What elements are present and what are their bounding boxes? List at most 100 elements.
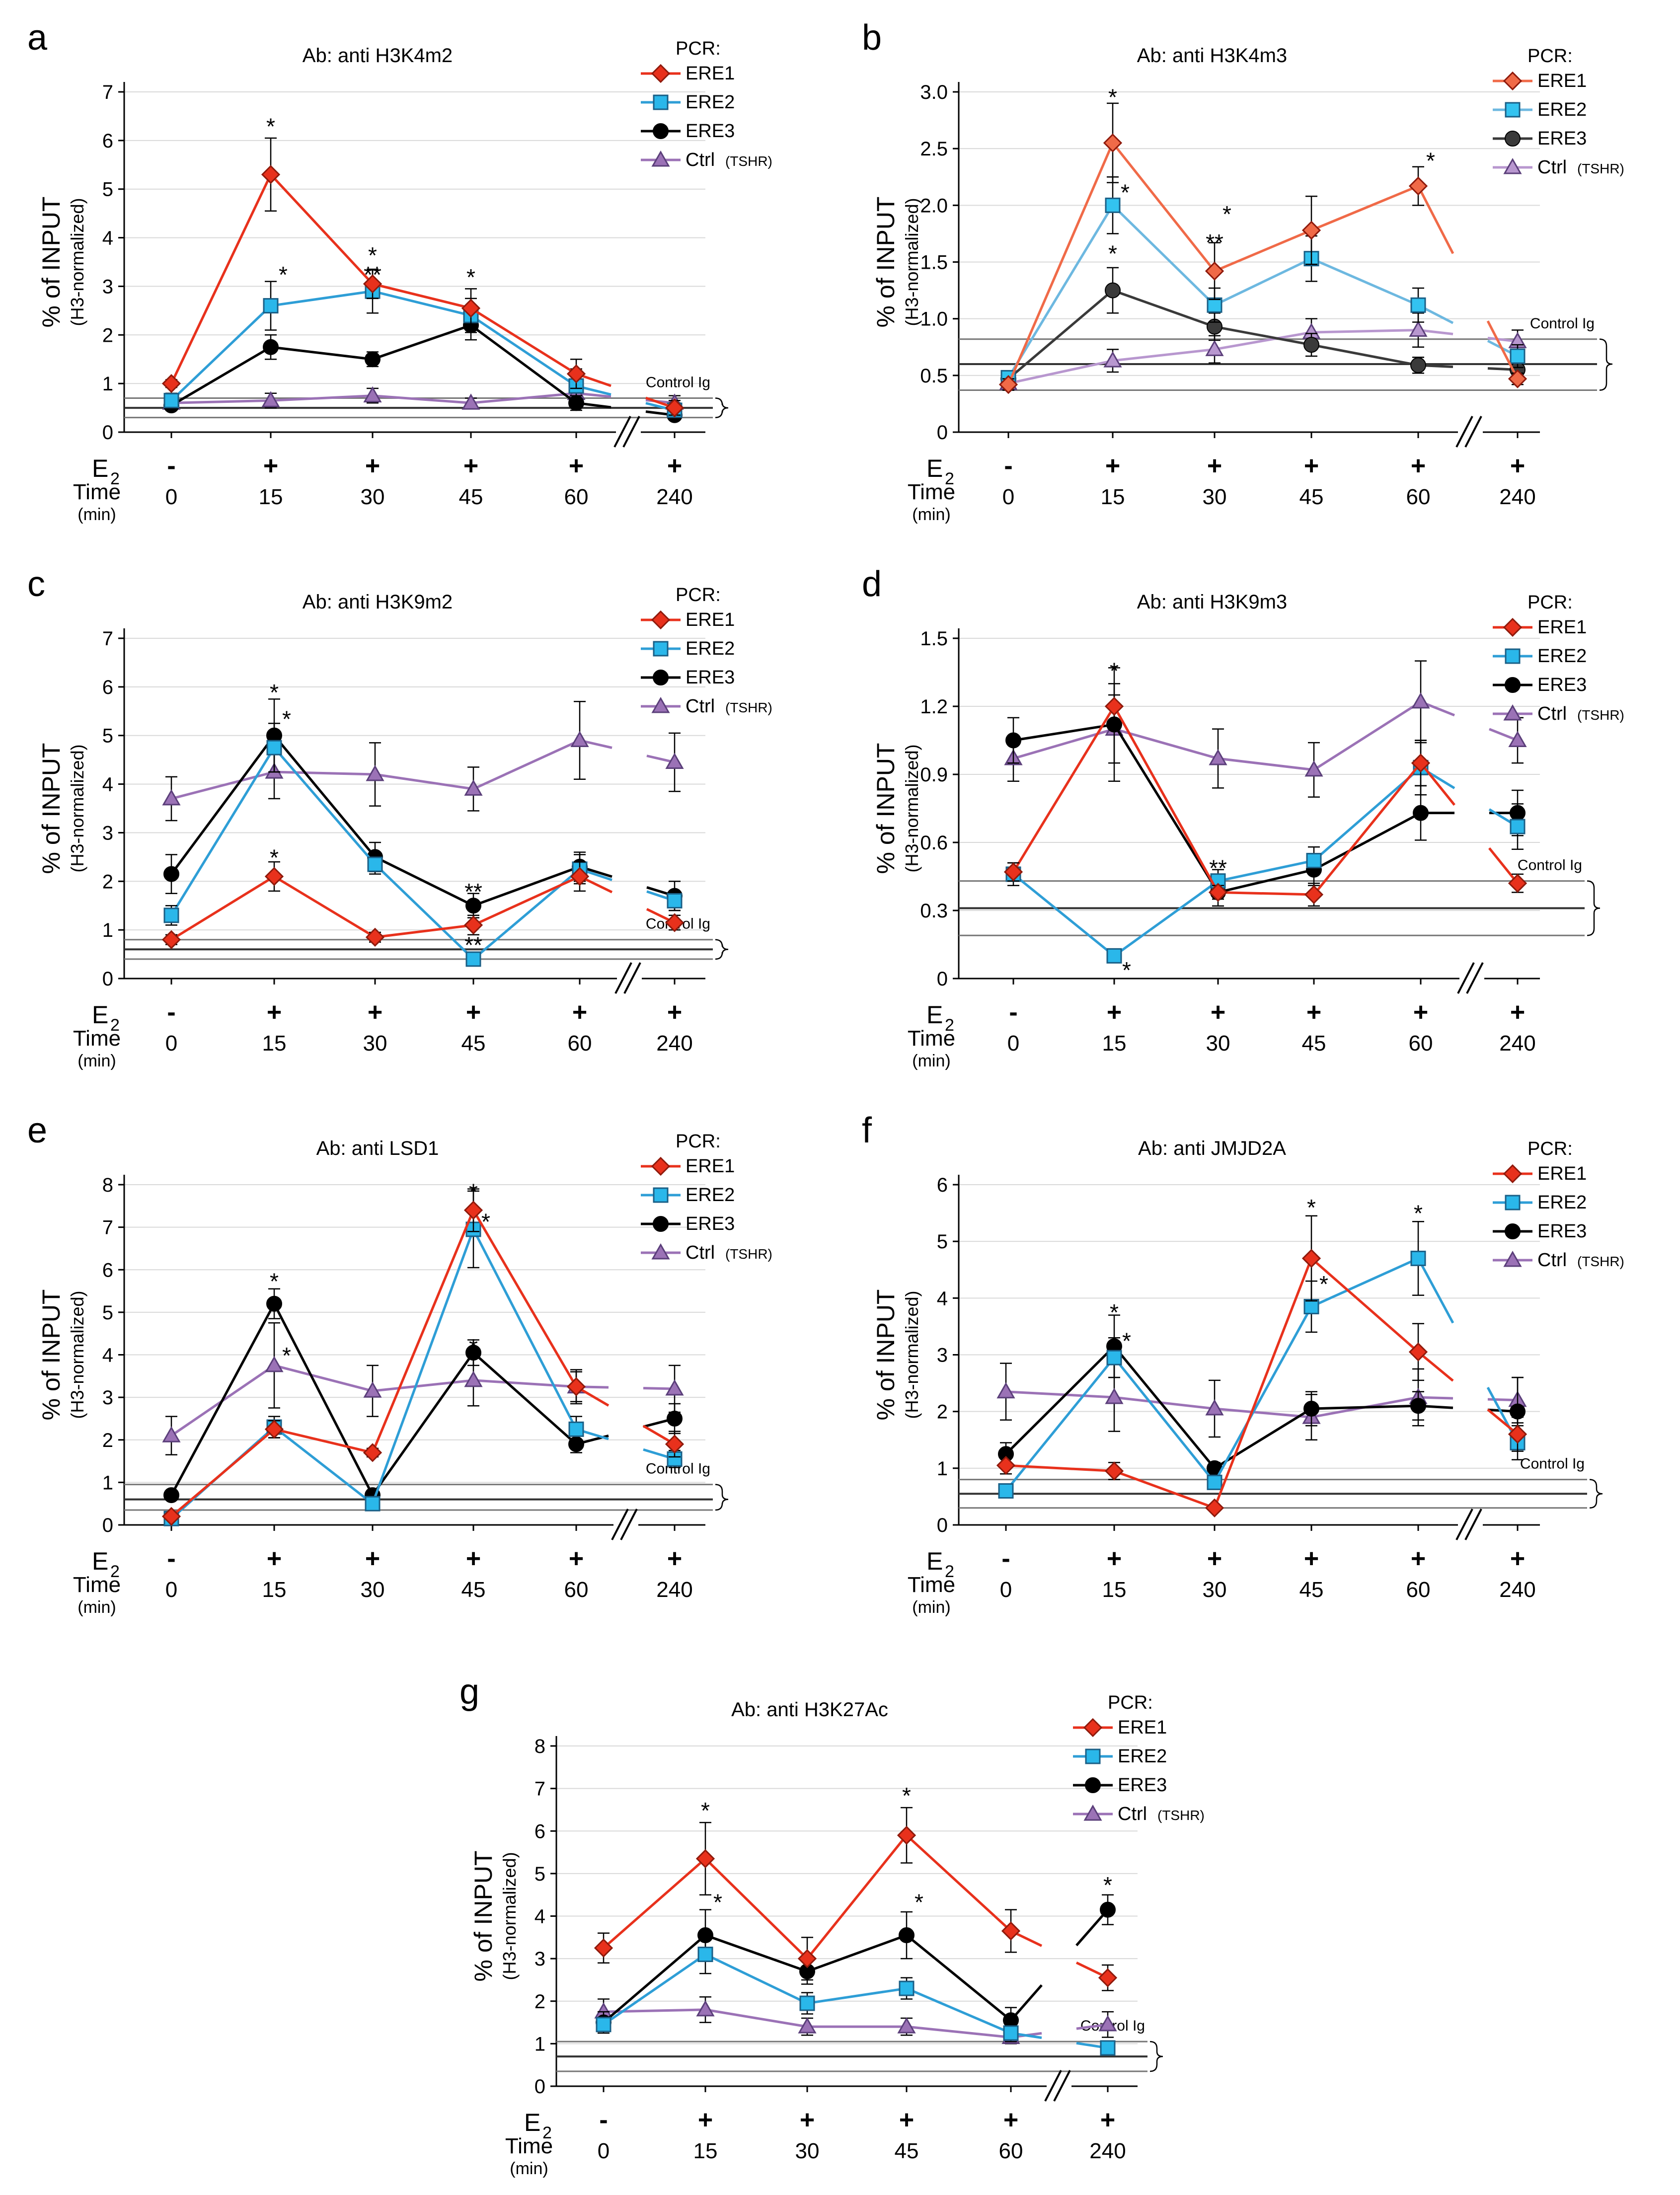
data-point-ere2: [1003, 2025, 1019, 2041]
data-point-ere1: [1208, 883, 1228, 902]
y-tick-label: 3: [937, 1345, 948, 1366]
series-line-ere1: [270, 173, 374, 285]
legend-label-ere2: ERE2: [686, 92, 735, 113]
series-line-ere1: [1310, 1257, 1419, 1353]
y-tick-label: 0: [937, 968, 948, 990]
series-line-ere1: [170, 875, 275, 941]
time-unit: (min): [912, 1598, 950, 1617]
y-axis-label: % of INPUT: [872, 743, 900, 874]
data-point-ere1: [1408, 176, 1428, 196]
data-point-ere1: [161, 1507, 181, 1526]
legend-label-ere2: ERE2: [1537, 646, 1587, 667]
data-point-ere1: [1508, 369, 1527, 388]
time-tick-label: 30: [363, 1031, 387, 1056]
significance-star: **: [464, 932, 482, 958]
series-line-ere2: [1113, 1357, 1216, 1483]
e2-subscript: 2: [945, 1016, 954, 1035]
data-point-ctrl: [461, 393, 480, 410]
time-tick-label: 30: [1203, 485, 1227, 509]
series-line-ere2: [1218, 859, 1314, 883]
data-point-ere1: [363, 274, 382, 294]
legend-marker: [653, 641, 669, 657]
legend-label-ere1: ERE1: [1118, 1717, 1167, 1738]
legend-label-ere2: ERE2: [1537, 1192, 1587, 1213]
y-tick-label: 0: [937, 1514, 948, 1536]
time-tick-label: 0: [1002, 485, 1014, 509]
e2-sign: +: [263, 452, 278, 480]
series-line-ere1: [1311, 185, 1419, 231]
e2-label: E: [926, 454, 943, 482]
series-line-ctrl: [472, 739, 581, 790]
legend-label-ere2: ERE2: [1537, 99, 1587, 120]
e2-sign: +: [1207, 452, 1222, 480]
series-line-ere2: [1311, 257, 1419, 306]
y-axis-sublabel: (H3-normalized): [499, 1852, 520, 1980]
e2-sign: +: [466, 998, 481, 1027]
e2-sign: +: [1304, 452, 1319, 480]
data-point-ere3: [1410, 1398, 1426, 1414]
time-tick-label: 15: [262, 1578, 287, 1602]
chart-title: Ab: anti H3K4m3: [1137, 45, 1287, 67]
series-line-ere2: [372, 290, 471, 317]
series-line-ere3: [1214, 1407, 1312, 1469]
data-point-ctrl: [665, 753, 684, 769]
series-line-ctrl: [1005, 1390, 1115, 1399]
y-tick-label: 4: [102, 227, 113, 249]
significance-star: *: [1307, 1195, 1316, 1220]
e2-sign: +: [1411, 452, 1426, 480]
data-point-ctrl: [996, 1382, 1015, 1399]
panel-letter: d: [862, 564, 882, 604]
time-tick-label: 0: [165, 485, 177, 509]
time-tick-label: 60: [568, 1031, 592, 1056]
axis-break-mark: [613, 416, 631, 448]
series-line-ere2: [1213, 1306, 1313, 1483]
series-line-ctrl: [171, 399, 271, 404]
legend-marker: [651, 64, 671, 83]
y-tick-label: 4: [535, 1906, 545, 1928]
y-tick-label: 1.0: [920, 308, 948, 330]
time-tick-label: 60: [999, 2139, 1023, 2163]
time-tick-label: 45: [895, 2139, 919, 2163]
data-point-ere2: [163, 908, 179, 923]
time-tick-label: 15: [262, 1031, 287, 1056]
data-point-ctrl: [363, 1381, 382, 1398]
legend-ctrl-sub: (TSHR): [725, 1246, 772, 1262]
series-line-ctrl: [1489, 728, 1518, 742]
data-point-ctrl: [464, 1370, 483, 1387]
time-label: Time: [73, 1573, 121, 1597]
time-tick-label: 240: [1089, 2139, 1126, 2163]
time-tick-label: 0: [165, 1578, 177, 1602]
e2-sign: +: [667, 1544, 682, 1573]
legend-label-ctrl: Ctrl: [1537, 157, 1567, 178]
y-tick-label: 1: [937, 1458, 948, 1480]
data-point-ere1: [665, 1435, 685, 1454]
data-point-ctrl: [696, 2000, 715, 2017]
series-line-ere1: [704, 1858, 808, 1960]
series-line-ere3: [705, 1934, 808, 1973]
legend-ctrl-sub: (TSHR): [1577, 707, 1624, 723]
y-axis-sublabel: (H3-normalized): [902, 198, 922, 326]
series-line-ctrl: [1008, 359, 1113, 385]
series-line-ere1: [1012, 705, 1116, 873]
e2-subscript: 2: [945, 1562, 954, 1581]
control-ig-brace: [1149, 2041, 1163, 2072]
series-line-ere2: [1214, 257, 1312, 306]
e2-sign: +: [800, 2106, 815, 2134]
y-tick-label: 6: [102, 1259, 113, 1281]
data-point-ere3: [1413, 805, 1429, 821]
series-line-ere2: [470, 314, 577, 387]
series-line-ere2: [170, 304, 272, 402]
panel-letter: g: [459, 1672, 479, 1712]
y-axis-sublabel: (H3-normalized): [67, 744, 87, 872]
data-point-ere1: [1003, 862, 1023, 882]
legend-marker: [1085, 1777, 1101, 1793]
time-tick-label: 15: [1102, 1578, 1127, 1602]
legend-marker: [653, 1216, 669, 1232]
data-point-ere3: [899, 1927, 915, 1944]
series-line-ere2: [1112, 204, 1216, 306]
data-point-ere3: [163, 866, 179, 882]
significance-star: *: [1414, 1200, 1423, 1226]
series-line-ctrl: [470, 392, 577, 404]
y-tick-label: 7: [102, 81, 113, 103]
